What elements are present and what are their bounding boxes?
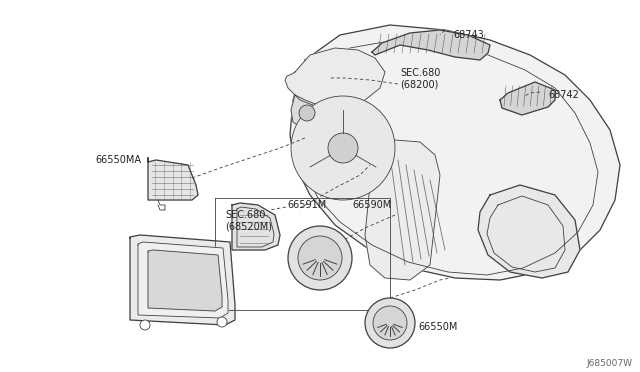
Polygon shape <box>285 48 385 108</box>
Circle shape <box>291 96 395 200</box>
Polygon shape <box>478 185 580 278</box>
Text: 68742: 68742 <box>548 90 579 100</box>
Polygon shape <box>148 158 198 200</box>
Circle shape <box>217 317 227 327</box>
Polygon shape <box>130 235 235 325</box>
Circle shape <box>365 298 415 348</box>
Text: 66550MA: 66550MA <box>95 155 141 165</box>
Text: J685007W: J685007W <box>586 359 632 368</box>
Polygon shape <box>138 242 228 318</box>
Circle shape <box>321 126 365 170</box>
Circle shape <box>298 236 342 280</box>
Circle shape <box>288 226 352 290</box>
Polygon shape <box>500 82 555 115</box>
Text: SEC.680
(68200): SEC.680 (68200) <box>400 68 440 90</box>
Text: 66590M: 66590M <box>352 200 391 210</box>
Polygon shape <box>148 250 222 311</box>
Circle shape <box>373 306 407 340</box>
Circle shape <box>305 110 381 186</box>
Text: SEC.680
(68520M): SEC.680 (68520M) <box>225 210 272 232</box>
Circle shape <box>299 105 315 121</box>
Polygon shape <box>290 25 620 280</box>
Text: 68743: 68743 <box>453 30 484 40</box>
Polygon shape <box>372 30 490 60</box>
Circle shape <box>140 320 150 330</box>
Text: 66550M: 66550M <box>418 322 458 332</box>
Circle shape <box>328 133 358 163</box>
Text: 66591M: 66591M <box>287 200 326 210</box>
Polygon shape <box>291 95 322 128</box>
Polygon shape <box>365 140 440 280</box>
Polygon shape <box>232 203 280 250</box>
